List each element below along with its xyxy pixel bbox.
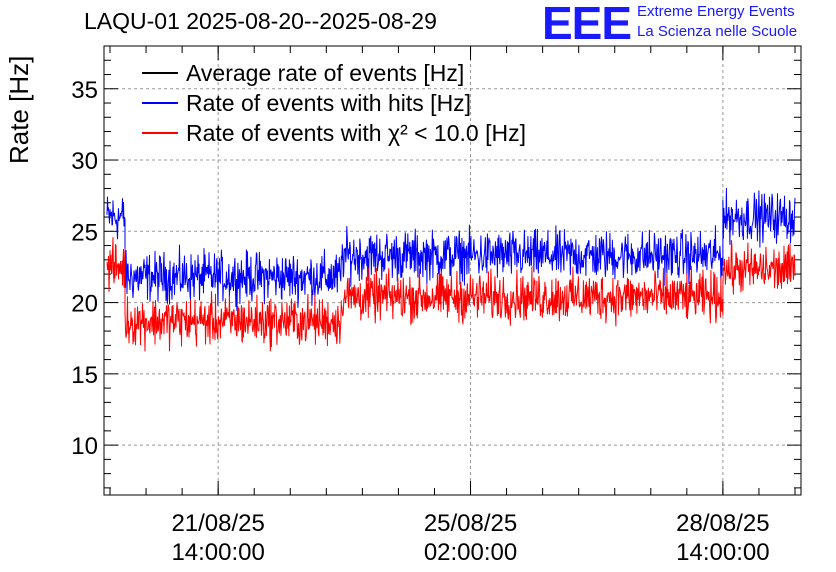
x-tick-label-date: 25/08/25: [424, 510, 517, 537]
x-tick-label-time: 02:00:00: [424, 539, 517, 566]
x-tick-label-date: 21/08/25: [171, 510, 264, 537]
legend-item-hits: Rate of events with hits [Hz]: [142, 88, 526, 118]
y-tick-label: 25: [71, 219, 98, 246]
legend-swatch-average: [142, 72, 178, 74]
series-line-1: [106, 187, 796, 312]
logo-caption: Extreme Energy Events La Scienza nelle S…: [637, 2, 797, 42]
y-tick-label: 35: [71, 77, 98, 104]
legend: Average rate of events [Hz] Rate of even…: [142, 58, 526, 148]
logo-caption-line2: La Scienza nelle Scuole: [637, 23, 798, 40]
plot-frame: [103, 45, 802, 496]
chart-title: LAQU-01 2025-08-20--2025-08-29: [84, 8, 437, 34]
legend-label-chi2: Rate of events with χ² < 10.0 [Hz]: [186, 119, 526, 146]
legend-swatch-chi2: [142, 132, 178, 134]
series-line-2: [106, 237, 796, 352]
legend-item-chi2: Rate of events with χ² < 10.0 [Hz]: [142, 118, 526, 148]
eee-logo: EEE: [542, 0, 632, 49]
logo-caption-line1: Extreme Energy Events: [637, 3, 795, 20]
x-tick-label-time: 14:00:00: [676, 539, 769, 566]
x-tick-label-date: 28/08/25: [676, 510, 769, 537]
y-tick-label: 20: [71, 291, 98, 318]
legend-item-average: Average rate of events [Hz]: [142, 58, 526, 88]
legend-label-average: Average rate of events [Hz]: [186, 59, 465, 86]
x-tick-label-time: 14:00:00: [171, 539, 264, 566]
y-tick-label: 30: [71, 148, 98, 175]
y-axis-label: Rate [Hz]: [4, 55, 34, 164]
y-tick-label: 15: [71, 362, 98, 389]
y-tick-label: 10: [71, 433, 98, 460]
legend-label-hits: Rate of events with hits [Hz]: [186, 89, 472, 116]
legend-swatch-hits: [142, 102, 178, 104]
